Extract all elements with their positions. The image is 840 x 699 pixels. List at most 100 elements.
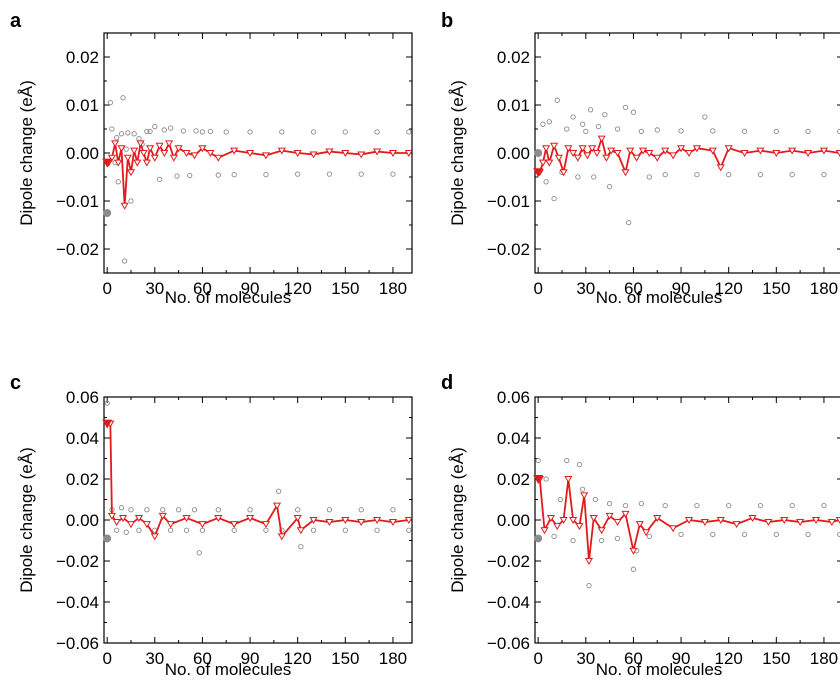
plot-data	[535, 457, 840, 589]
grey-point	[326, 507, 333, 513]
red-triangle-point	[174, 145, 183, 153]
red-triangle-point	[272, 502, 282, 510]
grey-point	[646, 533, 652, 540]
plot-frame	[103, 396, 413, 644]
x-axis-label: No. of molecules	[596, 288, 723, 307]
red-triangle-point	[309, 517, 318, 524]
grey-point	[161, 127, 167, 133]
grey-point	[540, 121, 546, 127]
red-triangle-point	[700, 519, 709, 527]
grey-point	[196, 550, 202, 556]
y-tick-label: 0.02	[66, 48, 99, 67]
grey-point	[773, 128, 779, 135]
red-triangle-point	[575, 523, 584, 531]
grey-point	[199, 129, 206, 135]
red-filled-triangle-point	[102, 158, 113, 168]
grey-point	[358, 171, 364, 177]
grey-point	[570, 114, 576, 120]
grey-filled-point	[103, 534, 112, 543]
grey-point	[152, 123, 158, 130]
red-filled-triangle-point	[102, 419, 113, 429]
x-tick-label: 180	[379, 649, 407, 668]
red-triangle-point	[642, 529, 651, 537]
grey-point	[710, 531, 716, 537]
grey-point	[576, 461, 583, 468]
y-tick-label: −0.02	[487, 240, 530, 259]
red-triangle-point	[139, 150, 148, 157]
grey-point	[183, 527, 190, 533]
red-triangle-point	[546, 514, 555, 522]
grey-point	[231, 171, 237, 178]
grey-point	[180, 128, 187, 134]
red-triangle-point	[182, 150, 191, 157]
red-triangle-point	[724, 145, 733, 153]
red-triangle-point	[635, 521, 644, 529]
red-triangle-point	[583, 152, 592, 160]
red-triangle-point	[764, 519, 773, 527]
red-triangle-point	[580, 492, 589, 500]
panel-label: a	[10, 10, 22, 32]
red-triangle-point	[142, 521, 151, 529]
grey-point	[614, 126, 621, 132]
x-tick-label: 90	[241, 649, 260, 668]
red-triangle-point	[661, 147, 670, 155]
x-tick-label: 120	[284, 279, 312, 298]
x-tick-label: 0	[102, 649, 111, 668]
red-triangle-point	[564, 476, 573, 483]
grey-point	[543, 179, 549, 185]
grey-point	[535, 457, 541, 464]
grey-point	[175, 507, 182, 513]
red-triangle-point	[554, 154, 563, 162]
red-triangle-point	[804, 150, 813, 157]
grey-point	[125, 130, 131, 136]
red-triangle-point	[277, 147, 286, 155]
grey-point	[587, 107, 594, 113]
grey-point	[144, 128, 150, 135]
red-triangle-point	[748, 514, 757, 522]
grey-point	[295, 507, 301, 513]
red-triangle-point	[341, 150, 350, 157]
grey-point	[564, 126, 570, 132]
y-axis-label: Dipole change (eÅ)	[448, 80, 467, 226]
grey-point	[579, 486, 586, 492]
grey-point	[654, 127, 660, 133]
grey-point	[586, 582, 592, 589]
red-triangle-point	[538, 159, 548, 167]
red-triangle-point	[569, 517, 578, 524]
red-triangle-point	[607, 147, 616, 155]
red-triangle-point	[621, 510, 630, 518]
red-triangle-point	[653, 154, 662, 162]
panel-b: b 0 30 60 90 120 150 180 −0.02 −0.01 0.00 0.01 0.02 N…	[441, 10, 840, 307]
panel-a: a 0 30 60 90 120 150 180 −0.02 −0.01 0.00 0.01 0.02 N…	[10, 10, 413, 307]
red-triangle-point	[676, 145, 686, 153]
grey-point	[546, 119, 552, 125]
red-triangle-point	[559, 517, 568, 524]
red-triangle-point	[732, 521, 741, 529]
red-triangle-point	[206, 150, 215, 157]
grey-point	[821, 171, 827, 178]
red-triangle-point	[190, 152, 199, 160]
grey-point	[131, 131, 137, 137]
red-triangle-point	[549, 142, 559, 150]
y-axis-label: Dipole change (eÅ)	[17, 447, 36, 593]
grey-point	[223, 129, 229, 135]
grey-point	[575, 174, 581, 180]
y-tick-label: −0.02	[487, 552, 530, 571]
red-triangle-point	[261, 521, 271, 529]
grey-point	[191, 507, 198, 513]
grey-point	[118, 505, 125, 511]
red-triangle-point	[740, 150, 749, 157]
grey-point	[295, 171, 301, 177]
panel-d: d 0 30 60 90 120 150 180 −0.06 −0.04 −0.02 0.00 0.02…	[441, 372, 840, 679]
y-tick-label: −0.06	[487, 634, 530, 653]
x-tick-label: 150	[762, 649, 790, 668]
grey-point	[543, 476, 549, 482]
y-tick-label: 0.00	[497, 511, 530, 530]
red-triangle-point	[155, 142, 164, 150]
x-tick-label: 30	[145, 279, 164, 298]
y-tick-label: 0.04	[66, 429, 99, 448]
grey-point	[638, 128, 645, 135]
red-triangle-point	[126, 521, 136, 529]
grey-point	[602, 111, 608, 118]
